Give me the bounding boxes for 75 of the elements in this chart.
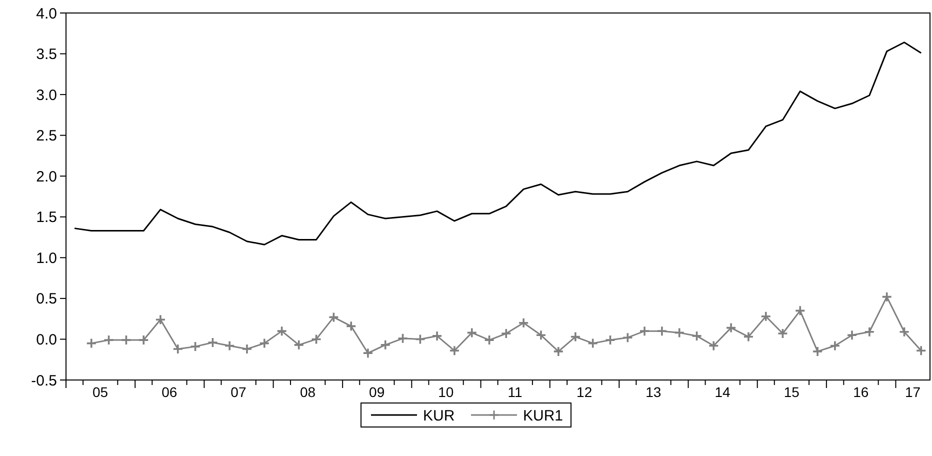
point [120,334,132,346]
line-series [74,42,922,246]
y-tick-label: 2.5 [36,128,57,145]
point [726,322,736,334]
y-tick-label: 0.0 [36,331,57,348]
x-tick-label: 14 [714,384,731,400]
x-tick-label: 16 [853,384,869,400]
x-tick-label: 17 [904,384,921,400]
point [207,337,218,348]
x-tick-label: 06 [162,384,178,400]
point [172,344,184,354]
point [310,334,322,345]
point [604,334,616,346]
point [794,305,806,316]
y-tick-label: 3.0 [36,86,57,104]
legend-label: KUR1 [523,407,564,424]
y-tick-label: 0.5 [36,290,57,308]
point [380,340,391,350]
point [864,326,875,338]
point [103,334,114,346]
point [760,310,772,322]
point [155,314,166,326]
point [552,346,564,357]
point [691,330,702,342]
point [397,333,408,344]
point [743,331,754,342]
point [224,340,235,352]
point [414,334,426,345]
point [881,291,892,302]
point [484,334,495,346]
x-tick-label: 13 [646,384,662,400]
point [570,331,581,342]
point [293,340,304,350]
point [587,338,598,349]
point [138,334,150,346]
y-tick-label: 4.0 [36,5,57,22]
point [432,330,442,342]
point [466,327,478,338]
point [190,341,201,352]
x-tick-label: 11 [508,384,523,400]
point [449,345,460,356]
x-tick-label: 08 [300,384,316,400]
point [898,326,910,338]
point [242,344,252,354]
point [656,326,668,336]
point [916,345,927,356]
x-tick-label: 09 [369,384,385,400]
point [536,330,546,341]
point [639,326,650,336]
point [346,320,356,332]
x-tick-label: 10 [438,384,454,400]
y-tick-label: 3.5 [36,46,57,64]
point [674,327,685,338]
point [708,340,720,352]
y-tick-label: -0.5 [31,372,57,390]
point [86,338,97,349]
point [812,346,823,357]
point [830,340,840,352]
y-tick-label: 1.5 [36,209,57,226]
point [328,312,340,323]
point [362,348,374,358]
point [777,328,788,339]
point [276,326,288,336]
point [518,318,529,328]
y-tick-label: 1.0 [36,250,57,267]
point [500,328,512,339]
x-tick-label: 12 [576,384,592,400]
point [622,332,634,343]
legend-label: KUR [423,407,455,424]
point [846,330,858,341]
y-tick-label: 2.0 [36,168,57,186]
point [258,338,270,349]
x-tick-label: 15 [784,384,800,400]
x-tick-label: 05 [92,384,108,400]
x-tick-label: 07 [230,384,246,400]
